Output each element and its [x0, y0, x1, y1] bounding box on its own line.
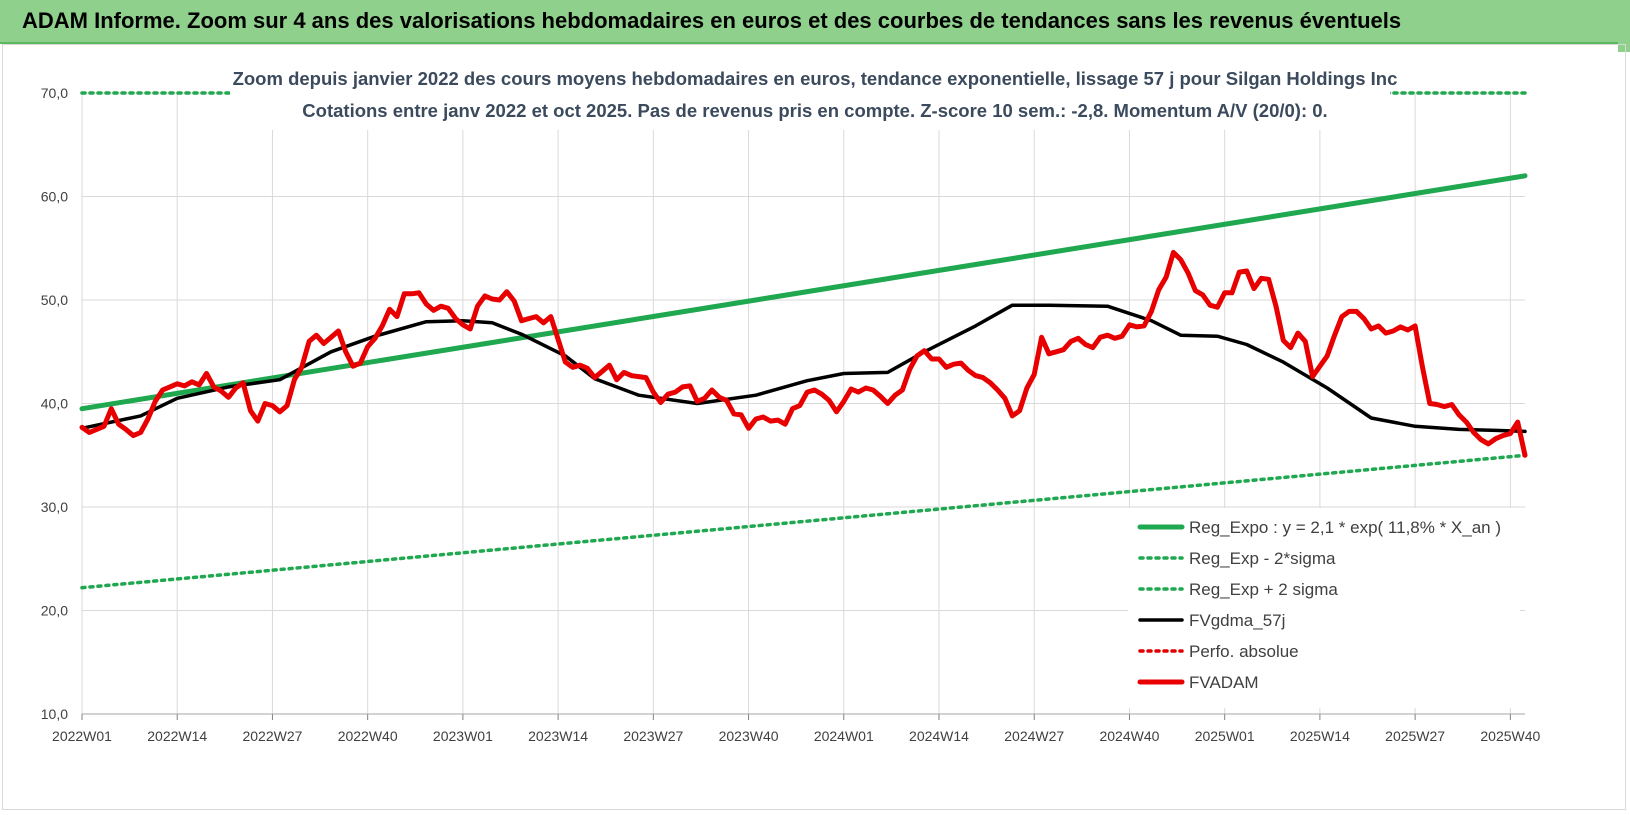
chart-title: Zoom depuis janvier 2022 des cours moyen… — [233, 68, 1398, 89]
y-tick-label: 60,0 — [41, 189, 68, 205]
legend-item-perfo-absolue-label: Perfo. absolue — [1189, 642, 1299, 661]
x-tick-label: 2024W27 — [1004, 728, 1064, 744]
x-tick-label: 2023W14 — [528, 728, 588, 744]
y-tick-label: 20,0 — [41, 603, 68, 619]
legend-item-reg-exp-plus-label: Reg_Exp + 2 sigma — [1189, 580, 1338, 599]
fvadam-line — [79, 249, 1528, 458]
title-background — [230, 58, 1390, 130]
reg-exp-minus-2sigma-line — [80, 453, 1527, 590]
y-tick-label: 30,0 — [41, 499, 68, 515]
y-tick-label: 40,0 — [41, 396, 68, 412]
x-tick-label: 2022W27 — [242, 728, 302, 744]
reg-expo-line — [79, 173, 1528, 412]
x-tick-label: 2022W14 — [147, 728, 207, 744]
legend-background — [1128, 508, 1520, 708]
report-header-bar: ADAM Informe. Zoom sur 4 ans des valoris… — [0, 0, 1630, 44]
x-tick-label: 2022W40 — [338, 728, 398, 744]
legend-item-reg-expo-label: Reg_Expo : y = 2,1 * exp( 11,8% * X_an ) — [1189, 518, 1501, 537]
x-tick-label: 2023W01 — [433, 728, 493, 744]
legend-item-reg-exp-minus-label: Reg_Exp - 2*sigma — [1189, 549, 1336, 568]
legend-item-fvgdma-label: FVgdma_57j — [1189, 611, 1285, 630]
report-title: ADAM Informe. Zoom sur 4 ans des valoris… — [22, 8, 1402, 33]
legend-item-fvadam-label: FVADAM — [1189, 673, 1259, 692]
x-tick-label: 2024W40 — [1099, 728, 1159, 744]
y-tick-label: 70,0 — [41, 85, 68, 101]
x-tick-label: 2024W14 — [909, 728, 969, 744]
y-tick-label: 50,0 — [41, 292, 68, 308]
x-tick-label: 2022W01 — [52, 728, 112, 744]
x-tick-label: 2025W01 — [1195, 728, 1255, 744]
axis-labels-layer: 10,0 20,0 30,0 40,0 50,0 60,0 70,0 2022W01 2022W… — [41, 85, 1541, 744]
x-tick-label: 2025W40 — [1480, 728, 1540, 744]
x-tick-label: 2024W01 — [814, 728, 874, 744]
x-tick-label: 2025W27 — [1385, 728, 1445, 744]
x-tick-label: 2023W27 — [623, 728, 683, 744]
chart-frame — [2, 44, 1626, 810]
x-tick-label: 2023W40 — [719, 728, 779, 744]
series-layer — [79, 173, 1528, 458]
legend: Reg_Expo : y = 2,1 * exp( 11,8% * X_an )… — [1128, 508, 1520, 708]
header-corner-tab — [1618, 42, 1630, 52]
fvgdma-57j-line — [80, 303, 1527, 434]
y-tick-label: 10,0 — [41, 706, 68, 722]
x-tick-label: 2025W14 — [1290, 728, 1350, 744]
chart-subtitle: Cotations entre janv 2022 et oct 2025. P… — [302, 100, 1327, 121]
